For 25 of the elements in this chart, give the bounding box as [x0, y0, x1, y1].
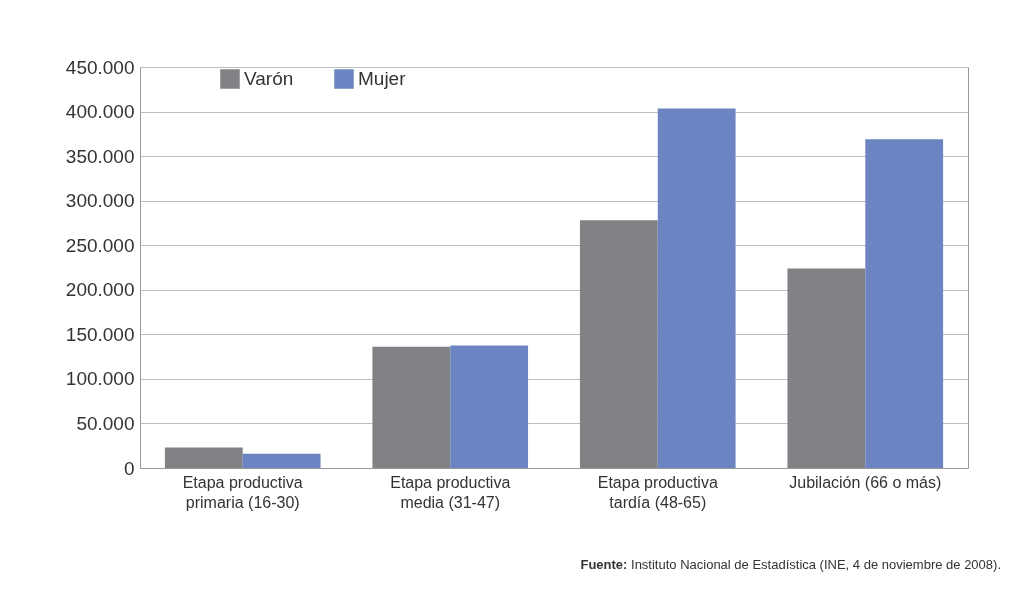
y-tick-label: 300.000	[65, 190, 135, 212]
bar	[865, 139, 944, 468]
legend-label: Varón	[244, 68, 294, 89]
bar	[787, 268, 866, 468]
bar	[450, 345, 529, 468]
y-tick-label: 350.000	[65, 145, 135, 167]
y-tick-label: 0	[123, 457, 135, 479]
bar	[242, 453, 321, 468]
bar	[657, 108, 736, 468]
y-tick-label: 400.000	[65, 101, 135, 123]
y-tick-label: 450.000	[65, 56, 135, 78]
bar	[579, 220, 658, 468]
y-tick-label: 100.000	[65, 368, 135, 390]
x-tick-label: Etapa productiva tardía (48-65)	[597, 473, 718, 511]
y-tick-label: 150.000	[65, 323, 135, 345]
bar	[164, 447, 243, 468]
legend-label: Mujer	[358, 68, 407, 89]
y-tick-label: 50.000	[76, 412, 135, 434]
bar	[372, 346, 451, 468]
source-note: Fuente: Instituto Nacional de Estadística (INE, 4 de noviembre de 2008).	[580, 557, 1001, 572]
x-tick-label: Jubilación (66 o más)	[789, 473, 942, 491]
x-tick-label: Etapa productiva media (31-47)	[390, 473, 511, 511]
x-tick-label: Etapa productiva primaria (16-30)	[182, 473, 303, 511]
y-tick-label: 200.000	[65, 279, 135, 301]
y-tick-label: 250.000	[65, 234, 135, 256]
